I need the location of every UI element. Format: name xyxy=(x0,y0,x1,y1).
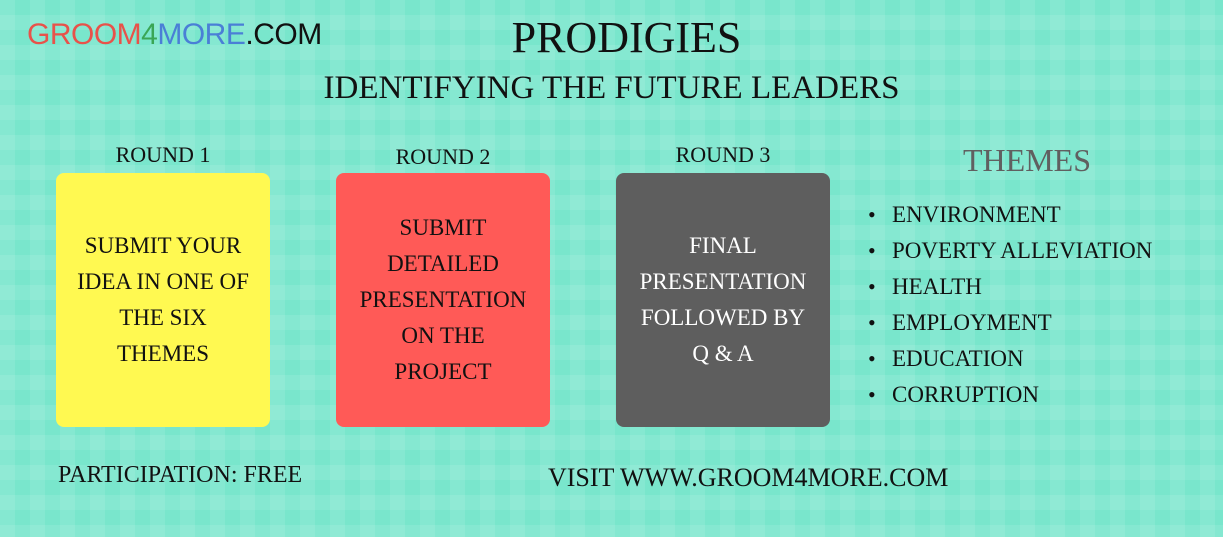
round-2-text-line: PRESENTATION xyxy=(359,287,527,312)
round-3-card: FINAL PRESENTATION FOLLOWED BY Q & A xyxy=(616,173,830,427)
round-2-text-line: DETAILED xyxy=(387,251,499,276)
theme-item: HEALTH xyxy=(868,269,1152,305)
round-3-text-line: Q & A xyxy=(692,341,754,366)
page-subtitle: IDENTIFYING THE FUTURE LEADERS xyxy=(323,70,900,106)
round-1-text-line: THEMES xyxy=(116,341,209,366)
round-2-text-line: ON THE xyxy=(401,323,485,348)
round-3-label: ROUND 3 xyxy=(675,142,771,167)
theme-item: POVERTY ALLEVIATION xyxy=(868,233,1152,269)
theme-item: EDUCATION xyxy=(868,341,1152,377)
round-2-text-line: PROJECT xyxy=(394,359,492,384)
round-3-text-line: PRESENTATION xyxy=(639,269,807,294)
themes-list: ENVIRONMENT POVERTY ALLEVIATION HEALTH E… xyxy=(868,197,1152,413)
round-2-label: ROUND 2 xyxy=(395,144,491,169)
round-1-text-line: SUBMIT YOUR xyxy=(84,233,242,258)
participation-text: PARTICIPATION: FREE xyxy=(58,462,303,488)
round-2-text-line: SUBMIT xyxy=(399,215,487,240)
round-1-text-line: IDEA IN ONE OF xyxy=(77,269,249,294)
themes-heading: THEMES xyxy=(963,142,1091,178)
visit-website-text: VISIT WWW.GROOM4MORE.COM xyxy=(548,463,949,492)
logo-part-groom: GROOM xyxy=(27,18,142,51)
round-1-card: SUBMIT YOUR IDEA IN ONE OF THE SIX THEME… xyxy=(56,173,270,427)
page-title: PRODIGIES xyxy=(511,13,742,62)
site-logo: GROOM4MORE.COM xyxy=(27,18,322,52)
logo-part-com: .COM xyxy=(245,18,322,51)
theme-item: EMPLOYMENT xyxy=(868,305,1152,341)
round-2-card: SUBMIT DETAILED PRESENTATION ON THE PROJ… xyxy=(336,173,550,427)
round-3-text-line: FINAL xyxy=(689,233,757,258)
logo-part-more: MORE xyxy=(157,18,246,51)
round-1-label: ROUND 1 xyxy=(115,142,211,167)
theme-item: CORRUPTION xyxy=(868,377,1152,413)
round-1-text-line: THE SIX xyxy=(119,305,207,330)
theme-item: ENVIRONMENT xyxy=(868,197,1152,233)
logo-part-4: 4 xyxy=(141,18,158,51)
round-3-text-line: FOLLOWED BY xyxy=(640,305,806,330)
